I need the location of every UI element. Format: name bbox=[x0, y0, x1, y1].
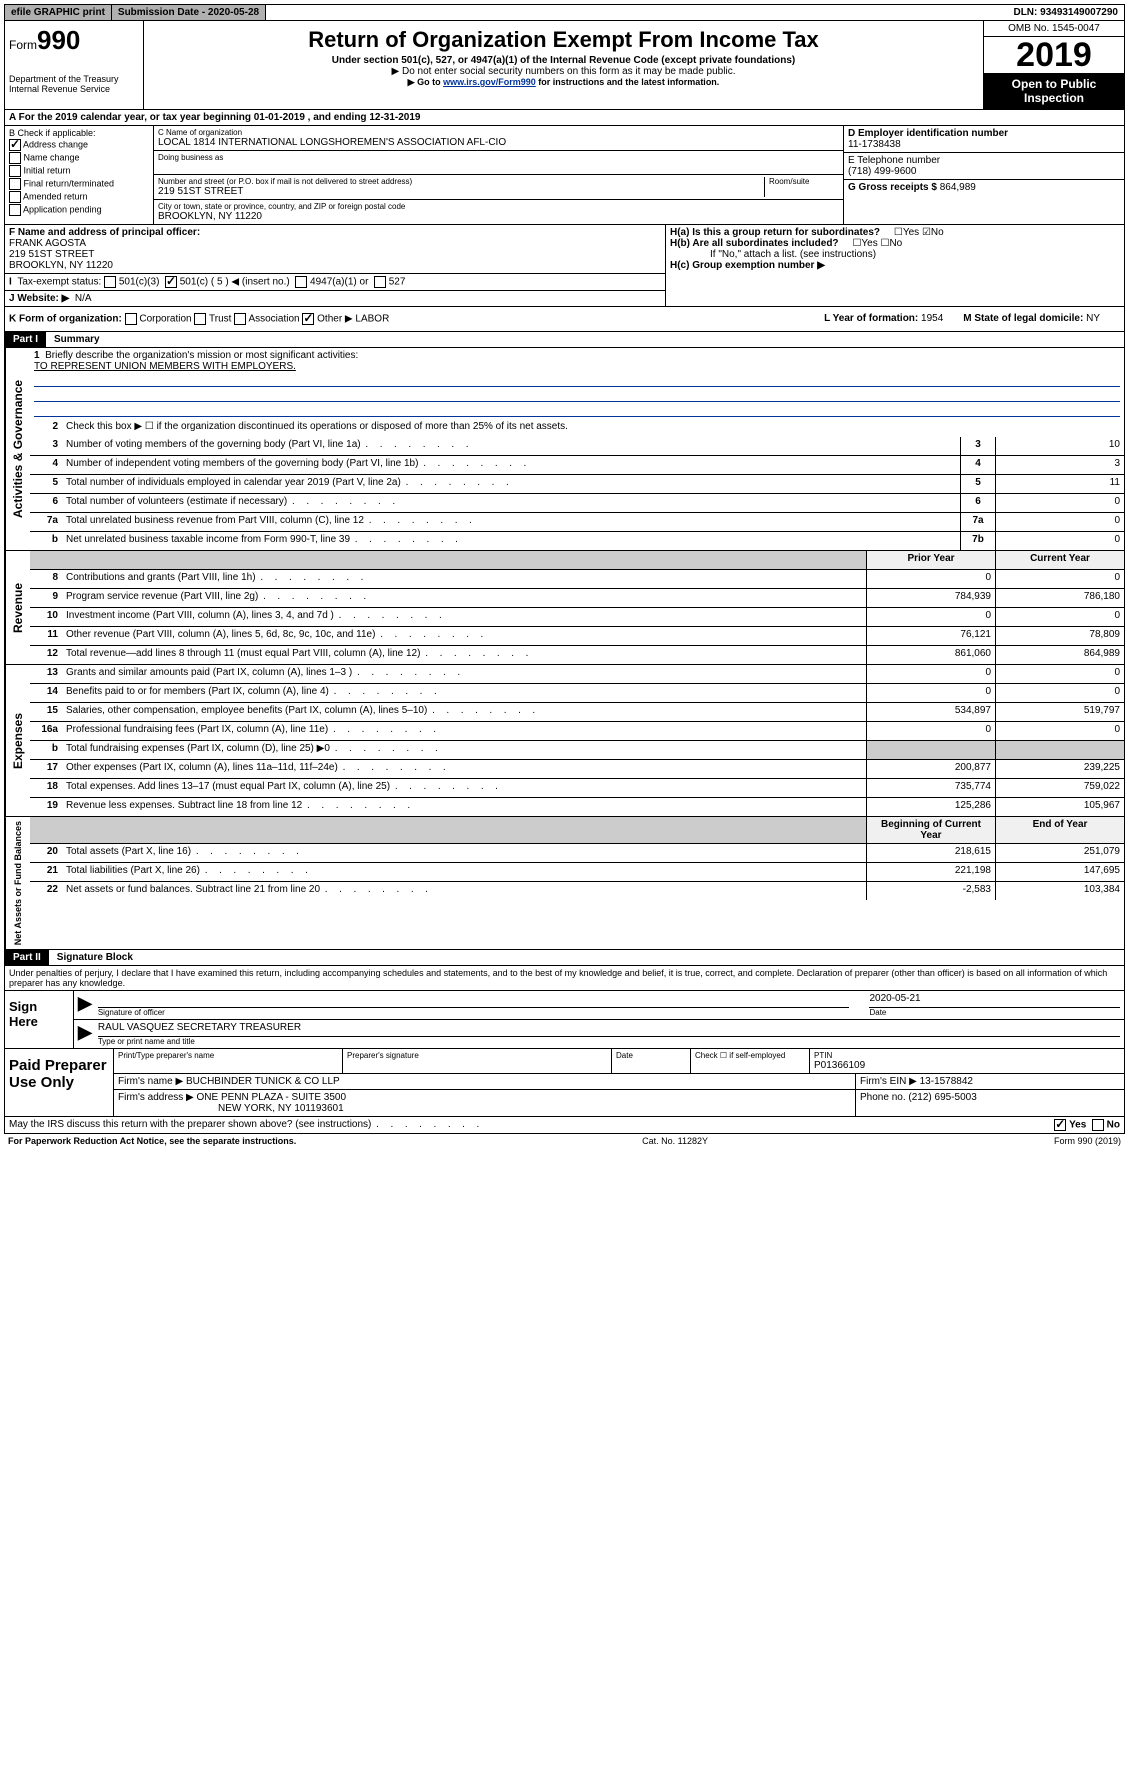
box-l: L Year of formation: 1954 bbox=[824, 313, 943, 325]
tax-year: 2019 bbox=[984, 37, 1124, 73]
check-final-return[interactable] bbox=[9, 178, 21, 190]
table-row: 14 Benefits paid to or for members (Part… bbox=[30, 684, 1124, 703]
period-row: A For the 2019 calendar year, or tax yea… bbox=[4, 110, 1125, 126]
box-k: K Form of organization: Corporation Trus… bbox=[9, 313, 389, 325]
firm-ein: 13-1578842 bbox=[920, 1076, 973, 1087]
check-amended[interactable] bbox=[9, 191, 21, 203]
note-ssn: ▶ Do not enter social security numbers o… bbox=[148, 66, 979, 77]
box-b: B Check if applicable: Address change Na… bbox=[5, 126, 154, 224]
ptin: P01366109 bbox=[814, 1060, 865, 1071]
firm-name: BUCHBINDER TUNICK & CO LLP bbox=[186, 1076, 340, 1087]
discuss-no[interactable] bbox=[1092, 1119, 1104, 1131]
discuss-row: May the IRS discuss this return with the… bbox=[4, 1117, 1125, 1134]
org-city: BROOKLYN, NY 11220 bbox=[158, 211, 839, 222]
table-row: 17 Other expenses (Part IX, column (A), … bbox=[30, 760, 1124, 779]
discuss-yes[interactable] bbox=[1054, 1119, 1066, 1131]
table-row: 15 Salaries, other compensation, employe… bbox=[30, 703, 1124, 722]
table-row: 12 Total revenue—add lines 8 through 11 … bbox=[30, 646, 1124, 664]
check-name-change[interactable] bbox=[9, 152, 21, 164]
table-row: 4 Number of independent voting members o… bbox=[30, 456, 1124, 475]
box-m: M State of legal domicile: NY bbox=[963, 313, 1100, 325]
box-j: J Website: ▶ N/A bbox=[5, 291, 665, 306]
form-header: Form990 Department of the Treasury Inter… bbox=[4, 21, 1125, 110]
check-4947[interactable] bbox=[295, 276, 307, 288]
ein: 11-1738438 bbox=[848, 139, 901, 150]
table-row: 19 Revenue less expenses. Subtract line … bbox=[30, 798, 1124, 816]
box-i: I Tax-exempt status: 501(c)(3) 501(c) ( … bbox=[5, 274, 665, 291]
footer: For Paperwork Reduction Act Notice, see … bbox=[4, 1134, 1125, 1148]
form-title: Return of Organization Exempt From Incom… bbox=[148, 27, 979, 53]
table-row: b Total fundraising expenses (Part IX, c… bbox=[30, 741, 1124, 760]
check-trust[interactable] bbox=[194, 313, 206, 325]
check-corp[interactable] bbox=[125, 313, 137, 325]
table-row: 10 Investment income (Part VIII, column … bbox=[30, 608, 1124, 627]
table-row: 21 Total liabilities (Part X, line 26) 2… bbox=[30, 863, 1124, 882]
org-name: LOCAL 1814 INTERNATIONAL LONGSHOREMEN'S … bbox=[158, 137, 839, 148]
org-address: 219 51ST STREET bbox=[158, 186, 764, 197]
firm-phone: (212) 695-5003 bbox=[908, 1092, 976, 1103]
table-row: 13 Grants and similar amounts paid (Part… bbox=[30, 665, 1124, 684]
table-row: 18 Total expenses. Add lines 13–17 (must… bbox=[30, 779, 1124, 798]
submission-date: Submission Date - 2020-05-28 bbox=[112, 5, 266, 20]
check-app-pending[interactable] bbox=[9, 204, 21, 216]
check-501c3[interactable] bbox=[104, 276, 116, 288]
table-row: 20 Total assets (Part X, line 16) 218,61… bbox=[30, 844, 1124, 863]
part2-header: Part II Signature Block bbox=[4, 950, 1125, 966]
top-bar: efile GRAPHIC print Submission Date - 20… bbox=[4, 4, 1125, 21]
mission-text: TO REPRESENT UNION MEMBERS WITH EMPLOYER… bbox=[34, 361, 296, 372]
netassets-table: Net Assets or Fund Balances Beginning of… bbox=[4, 817, 1125, 950]
officer-name: RAUL VASQUEZ SECRETARY TREASURER bbox=[98, 1022, 1120, 1037]
gross-receipts: 864,989 bbox=[940, 182, 976, 193]
sign-date: 2020-05-21 bbox=[869, 993, 1120, 1008]
form-subtitle: Under section 501(c), 527, or 4947(a)(1)… bbox=[148, 55, 979, 66]
signature-arrow-icon: ▶ bbox=[78, 993, 98, 1017]
efile-button[interactable]: efile GRAPHIC print bbox=[5, 5, 112, 20]
dln: DLN: 93493149007290 bbox=[1007, 5, 1124, 20]
sign-here-block: Sign Here ▶ Signature of officer 2020-05… bbox=[4, 991, 1125, 1049]
table-row: 7a Total unrelated business revenue from… bbox=[30, 513, 1124, 532]
phone: (718) 499-9600 bbox=[848, 166, 916, 177]
table-row: 11 Other revenue (Part VIII, column (A),… bbox=[30, 627, 1124, 646]
klm-row: K Form of organization: Corporation Trus… bbox=[4, 307, 1125, 332]
table-row: 16a Professional fundraising fees (Part … bbox=[30, 722, 1124, 741]
signature-arrow-icon: ▶ bbox=[78, 1022, 98, 1046]
table-row: 8 Contributions and grants (Part VIII, l… bbox=[30, 570, 1124, 589]
table-row: b Net unrelated business taxable income … bbox=[30, 532, 1124, 550]
info-grid: B Check if applicable: Address change Na… bbox=[4, 126, 1125, 225]
perjury-text: Under penalties of perjury, I declare th… bbox=[4, 966, 1125, 991]
check-assoc[interactable] bbox=[234, 313, 246, 325]
revenue-table: Revenue Prior Year Current Year 8 Contri… bbox=[4, 551, 1125, 665]
note-goto: ▶ Go to www.irs.gov/Form990 for instruct… bbox=[148, 77, 979, 88]
check-527[interactable] bbox=[374, 276, 386, 288]
box-c: C Name of organization LOCAL 1814 INTERN… bbox=[154, 126, 844, 224]
check-501c[interactable] bbox=[165, 276, 177, 288]
paid-preparer-block: Paid Preparer Use Only Print/Type prepar… bbox=[4, 1049, 1125, 1117]
irs-link[interactable]: www.irs.gov/Form990 bbox=[443, 77, 536, 87]
check-initial-return[interactable] bbox=[9, 165, 21, 177]
table-row: 22 Net assets or fund balances. Subtract… bbox=[30, 882, 1124, 900]
check-other[interactable] bbox=[302, 313, 314, 325]
omb-number: OMB No. 1545-0047 bbox=[984, 21, 1124, 37]
table-row: 9 Program service revenue (Part VIII, li… bbox=[30, 589, 1124, 608]
part1-header: Part I Summary bbox=[4, 332, 1125, 348]
dept-label: Department of the Treasury Internal Reve… bbox=[9, 74, 139, 94]
table-row: 5 Total number of individuals employed i… bbox=[30, 475, 1124, 494]
fhij-row: F Name and address of principal officer:… bbox=[4, 225, 1125, 307]
form-number: Form990 bbox=[9, 25, 139, 56]
box-h: H(a) Is this a group return for subordin… bbox=[666, 225, 1124, 306]
box-deg: D Employer identification number 11-1738… bbox=[844, 126, 1124, 224]
open-public-badge: Open to Public Inspection bbox=[984, 73, 1124, 109]
box-f: F Name and address of principal officer:… bbox=[5, 225, 665, 274]
governance-table: Activities & Governance 1 Briefly descri… bbox=[4, 348, 1125, 551]
table-row: 3 Number of voting members of the govern… bbox=[30, 437, 1124, 456]
check-address-change[interactable] bbox=[9, 139, 21, 151]
expenses-table: Expenses 13 Grants and similar amounts p… bbox=[4, 665, 1125, 817]
table-row: 6 Total number of volunteers (estimate i… bbox=[30, 494, 1124, 513]
